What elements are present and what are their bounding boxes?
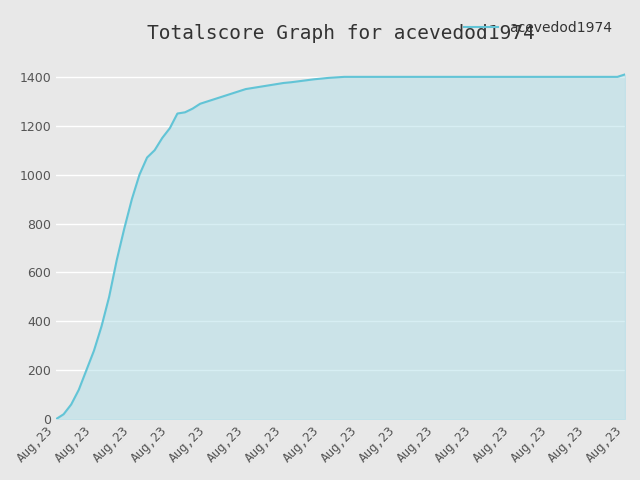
acevedod1974 (348, 74, 356, 80)
Title: Totalscore Graph for acevedod1974: Totalscore Graph for acevedod1974 (147, 24, 534, 43)
acevedod1974 (52, 416, 60, 422)
acevedod1974 (417, 74, 424, 80)
acevedod1974 (105, 294, 113, 300)
acevedod1974 (621, 72, 629, 77)
Line: acevedod1974: acevedod1974 (56, 74, 625, 419)
Legend: acevedod1974: acevedod1974 (458, 15, 618, 40)
acevedod1974 (250, 85, 257, 91)
acevedod1974 (508, 74, 515, 80)
acevedod1974 (431, 74, 439, 80)
